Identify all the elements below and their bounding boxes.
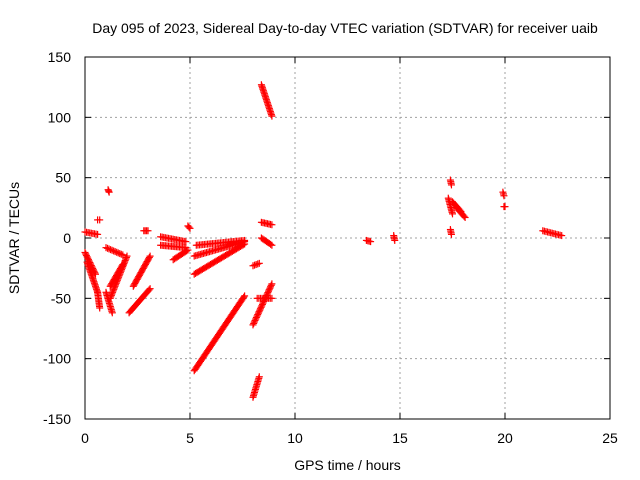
data-point [252, 261, 260, 269]
x-tick-label: 5 [186, 430, 194, 446]
data-point [113, 248, 121, 256]
data-point [123, 252, 131, 260]
data-point [108, 309, 116, 317]
y-axis-title: SDTVAR / TECUs [6, 182, 22, 294]
data-point [268, 280, 276, 288]
y-tick-label: 50 [55, 170, 71, 186]
data-point [268, 241, 276, 249]
x-tick-label: 20 [497, 430, 513, 446]
data-point [500, 192, 508, 200]
data-point [268, 294, 276, 302]
y-tick-label: -50 [51, 290, 71, 306]
data-point [121, 257, 129, 265]
x-tick-label: 0 [81, 430, 89, 446]
data-point [109, 287, 117, 295]
data-point [105, 245, 113, 253]
data-point [241, 292, 249, 300]
data-point [105, 188, 113, 196]
data-points [81, 81, 566, 401]
x-tick-label: 15 [392, 430, 408, 446]
data-point [447, 181, 455, 189]
data-point [558, 232, 566, 240]
data-point [268, 112, 276, 120]
data-point [146, 285, 154, 293]
data-point [255, 259, 263, 267]
data-point [267, 281, 275, 289]
plot-frame [84, 56, 611, 420]
data-point [251, 261, 259, 269]
data-point [501, 203, 509, 211]
data-point [186, 224, 194, 232]
data-point [96, 216, 104, 224]
data-point [447, 230, 455, 238]
x-tick-label: 25 [602, 430, 618, 446]
data-point [183, 247, 191, 255]
data-point [146, 252, 154, 260]
data-point [182, 238, 190, 246]
data-point [268, 221, 276, 229]
data-point [249, 262, 257, 270]
data-point [184, 246, 192, 254]
y-tick-label: -150 [43, 411, 71, 427]
data-point [114, 249, 122, 257]
data-point [241, 236, 249, 244]
data-point [461, 213, 469, 221]
data-point [460, 212, 468, 220]
data-point [115, 272, 123, 280]
data-point [104, 244, 112, 252]
data-point [240, 293, 248, 301]
data-point [108, 246, 116, 254]
data-point [255, 373, 263, 381]
data-point [119, 251, 127, 259]
data-point [102, 244, 110, 252]
data-point [118, 264, 126, 272]
data-point [391, 236, 399, 244]
y-tick-label: 150 [48, 49, 72, 65]
data-point [144, 227, 152, 235]
chart-title: Day 095 of 2023, Sidereal Day-to-day VTE… [92, 20, 598, 36]
data-point [116, 250, 124, 258]
y-tick-label: 0 [63, 230, 71, 246]
y-tick-label: 100 [48, 109, 72, 125]
x-axis-title: GPS time / hours [294, 457, 401, 473]
data-point [94, 230, 102, 238]
x-tick-label: 10 [287, 430, 303, 446]
data-point [267, 240, 275, 248]
data-point [106, 294, 114, 302]
data-point [110, 247, 118, 255]
data-point [96, 304, 104, 312]
data-point [145, 253, 153, 261]
data-point [117, 250, 125, 258]
data-point [367, 238, 375, 246]
data-point [185, 223, 193, 231]
data-point [107, 246, 115, 254]
data-point [145, 286, 153, 294]
grid-lines [85, 57, 610, 419]
data-point [449, 210, 456, 218]
data-point [111, 248, 119, 256]
data-point [254, 260, 262, 268]
data-point [112, 279, 120, 287]
axis-ticks: 0 5 10 15 20 25 -150 -100 -50 0 50 100 150 [43, 49, 618, 446]
y-tick-label: -100 [43, 351, 71, 367]
